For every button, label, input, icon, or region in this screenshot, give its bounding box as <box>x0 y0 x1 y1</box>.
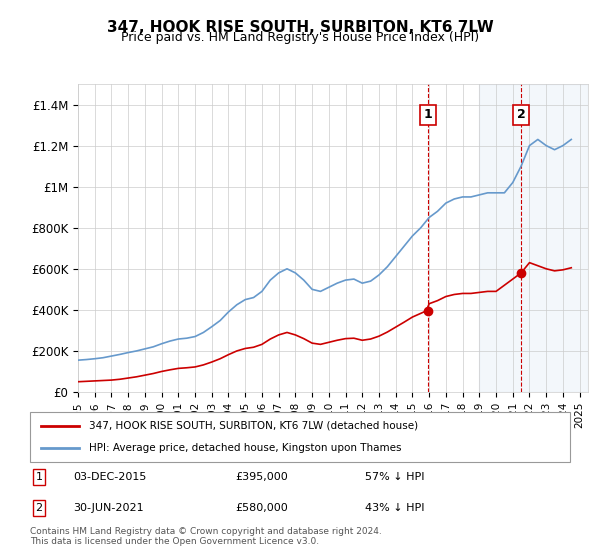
Text: 43% ↓ HPI: 43% ↓ HPI <box>365 503 424 513</box>
Bar <box>479 84 588 392</box>
Text: 1: 1 <box>35 472 43 482</box>
Text: Price paid vs. HM Land Registry's House Price Index (HPI): Price paid vs. HM Land Registry's House … <box>121 31 479 44</box>
Text: £395,000: £395,000 <box>235 472 288 482</box>
Text: 347, HOOK RISE SOUTH, SURBITON, KT6 7LW: 347, HOOK RISE SOUTH, SURBITON, KT6 7LW <box>107 20 493 35</box>
Text: 30-JUN-2021: 30-JUN-2021 <box>73 503 144 513</box>
Text: 57% ↓ HPI: 57% ↓ HPI <box>365 472 424 482</box>
Text: 2: 2 <box>35 503 43 513</box>
Text: HPI: Average price, detached house, Kingston upon Thames: HPI: Average price, detached house, King… <box>89 443 402 453</box>
Text: 1: 1 <box>424 108 432 122</box>
Text: £580,000: £580,000 <box>235 503 288 513</box>
FancyBboxPatch shape <box>30 412 570 462</box>
Text: 2: 2 <box>517 108 526 122</box>
Text: 03-DEC-2015: 03-DEC-2015 <box>73 472 146 482</box>
Text: 347, HOOK RISE SOUTH, SURBITON, KT6 7LW (detached house): 347, HOOK RISE SOUTH, SURBITON, KT6 7LW … <box>89 421 419 431</box>
Text: Contains HM Land Registry data © Crown copyright and database right 2024.
This d: Contains HM Land Registry data © Crown c… <box>30 526 382 546</box>
